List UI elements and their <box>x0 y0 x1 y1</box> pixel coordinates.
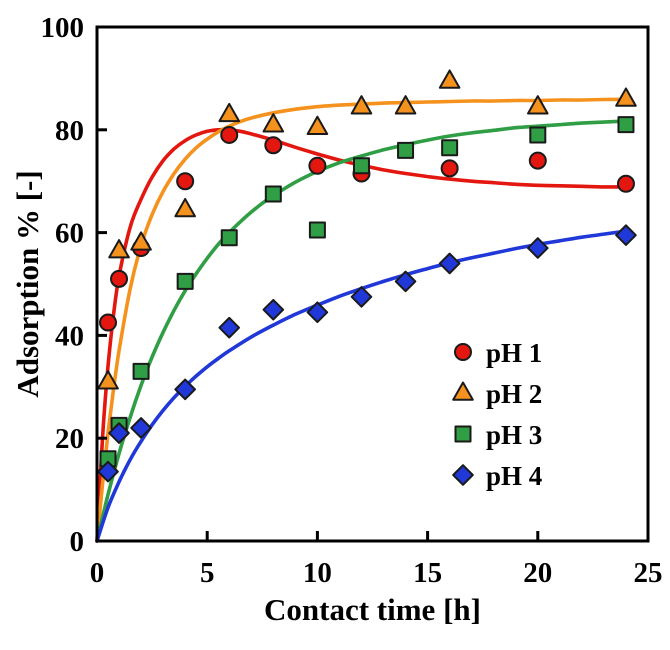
point-ph-1 <box>176 172 195 191</box>
legend-item-ph-1: pH 1 <box>454 338 542 368</box>
point-ph-2 <box>218 102 241 123</box>
point-ph-3 <box>132 362 150 380</box>
y-tick-label: 100 <box>41 12 85 44</box>
point-ph-3 <box>441 139 459 157</box>
point-ph-3 <box>220 229 238 247</box>
point-ph-1 <box>220 125 239 144</box>
tick-labels: 0 5 10 15 20 25 0 20 40 60 80 100 <box>41 12 663 589</box>
legend-marker-ph-2 <box>452 381 474 401</box>
point-ph-4 <box>350 286 373 308</box>
x-tick-label: 5 <box>200 557 215 589</box>
point-ph-4 <box>306 301 329 324</box>
point-ph-3 <box>617 116 635 134</box>
x-tick-label: 0 <box>90 557 105 589</box>
point-ph-4 <box>615 224 637 246</box>
legend: pH 1 pH 2 pH 3 pH 4 <box>452 338 542 491</box>
point-ph-2 <box>438 69 461 89</box>
point-ph-1 <box>528 151 547 170</box>
point-ph-4 <box>218 316 241 339</box>
point-ph-3 <box>264 185 282 203</box>
fit-line-ph-4 <box>95 229 628 543</box>
point-ph-1 <box>440 159 459 178</box>
point-ph-2 <box>130 231 152 251</box>
point-ph-1 <box>308 156 327 175</box>
point-ph-1 <box>264 136 283 155</box>
legend-item-ph-4: pH 4 <box>452 461 542 491</box>
legend-marker-ph-1 <box>454 343 472 361</box>
fit-line-ph-2 <box>95 97 628 543</box>
fit-line-ph-1 <box>95 127 628 543</box>
point-ph-4 <box>174 378 196 401</box>
point-ph-3 <box>397 141 415 159</box>
x-tick-label: 10 <box>303 557 332 589</box>
point-ph-4 <box>394 270 417 293</box>
legend-marker-ph-4 <box>452 464 474 486</box>
legend-item-ph-3: pH 3 <box>454 420 542 450</box>
point-ph-2 <box>615 87 637 107</box>
point-ph-2 <box>394 95 417 115</box>
point-ph-3 <box>308 221 326 239</box>
point-ph-1 <box>616 174 635 193</box>
point-ph-2 <box>527 95 549 115</box>
point-ph-4 <box>97 460 119 483</box>
x-tick-label: 25 <box>634 557 663 589</box>
point-ph-2 <box>350 95 373 115</box>
y-tick-label: 80 <box>55 115 84 147</box>
legend-label-ph-4: pH 4 <box>486 461 542 491</box>
x-tick-label: 20 <box>523 557 552 589</box>
point-ph-4 <box>130 417 152 439</box>
legend-label-ph-3: pH 3 <box>486 420 542 450</box>
point-ph-2 <box>174 197 196 218</box>
point-ph-4 <box>262 298 285 321</box>
legend-label-ph-1: pH 1 <box>486 338 542 368</box>
point-ph-1 <box>110 269 129 288</box>
series-ph-4 <box>97 224 637 483</box>
y-tick-label: 40 <box>55 320 84 352</box>
legend-label-ph-2: pH 2 <box>486 379 542 409</box>
point-ph-4 <box>108 422 130 444</box>
point-ph-3 <box>529 126 547 144</box>
y-tick-label: 20 <box>55 423 84 455</box>
series-ph-2 <box>97 69 637 390</box>
point-ph-3 <box>352 157 370 175</box>
point-ph-3 <box>176 272 194 290</box>
y-tick-label: 60 <box>55 218 84 250</box>
point-ph-2 <box>108 239 130 259</box>
point-ph-4 <box>527 237 549 259</box>
point-ph-2 <box>97 370 119 390</box>
x-tick-label: 15 <box>413 557 442 589</box>
plot-border <box>95 25 650 543</box>
legend-marker-ph-3 <box>454 425 472 443</box>
point-ph-2 <box>306 115 329 136</box>
legend-item-ph-2: pH 2 <box>452 379 542 409</box>
point-ph-1 <box>99 313 118 332</box>
point-ph-4 <box>438 252 461 275</box>
point-ph-2 <box>262 113 285 133</box>
y-tick-label: 0 <box>70 526 85 558</box>
